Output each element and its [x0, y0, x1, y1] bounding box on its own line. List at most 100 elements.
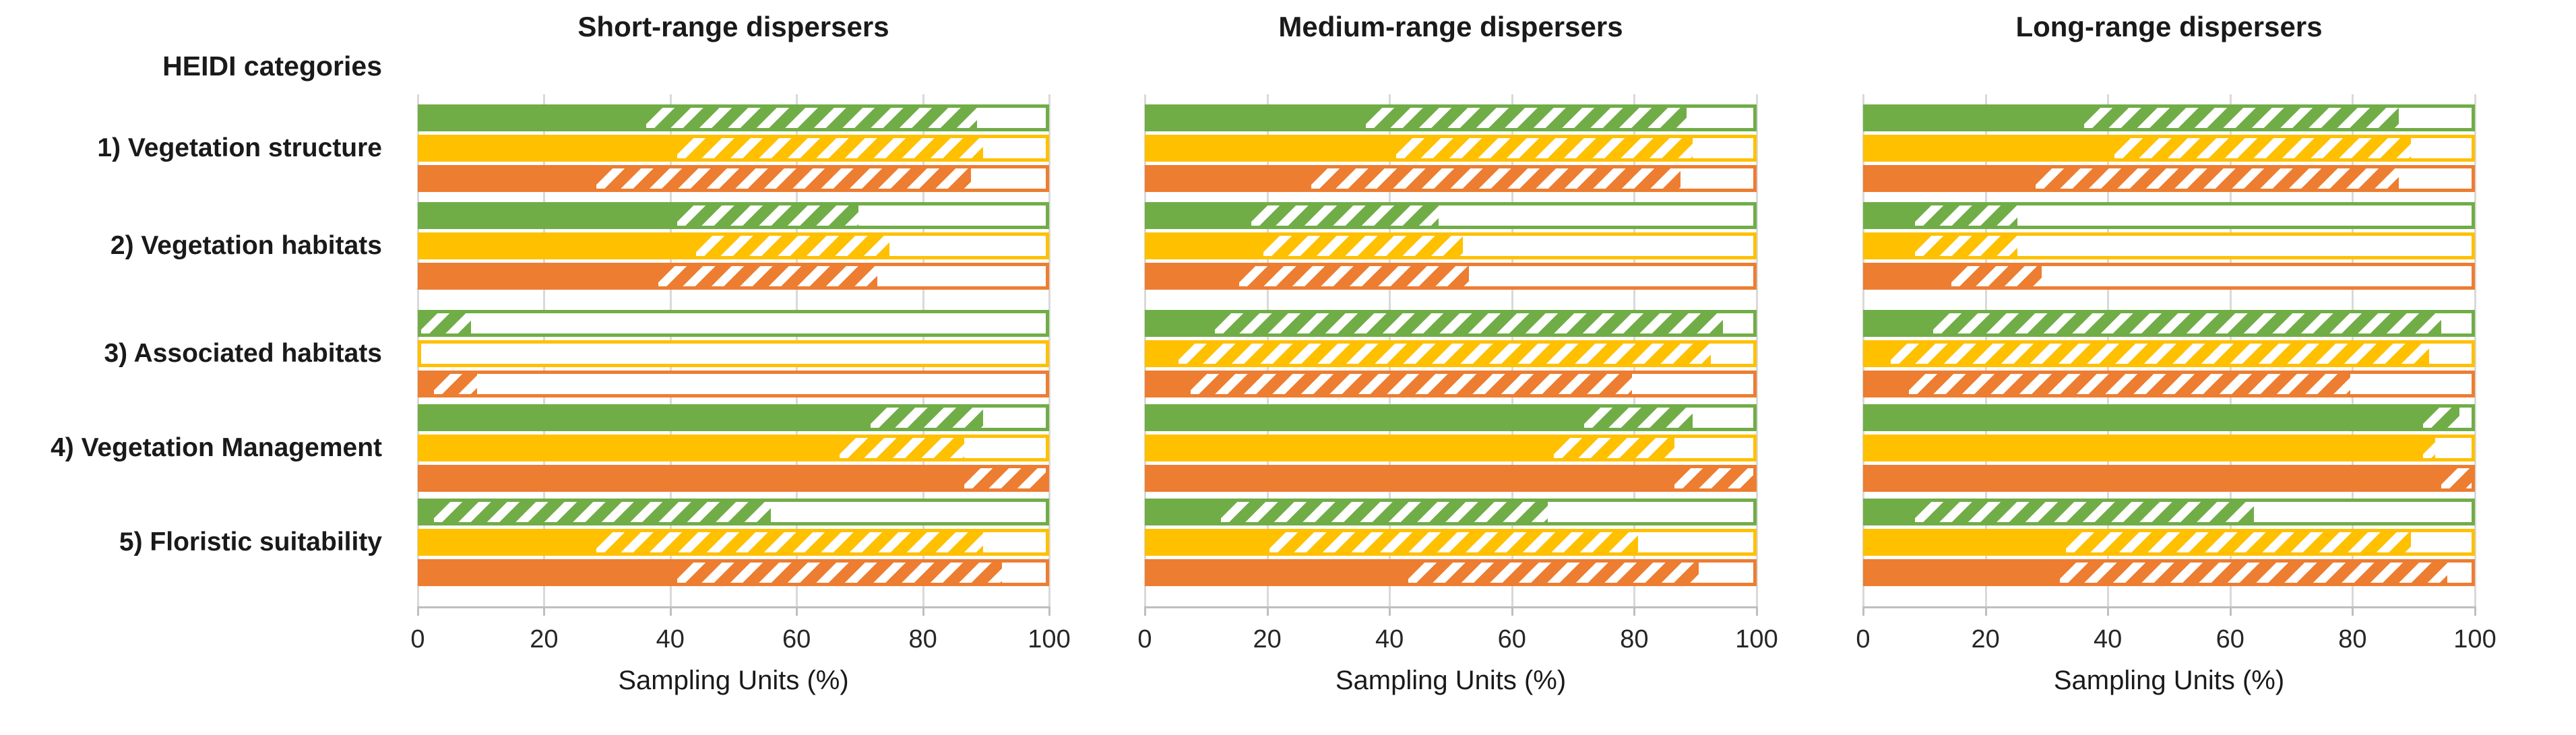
- bar-orange-group3: [1863, 371, 2475, 397]
- bar-segment-empty: [1711, 344, 1753, 364]
- bar-segment-empty: [983, 138, 1046, 158]
- bar-green-group5: [1863, 499, 2475, 525]
- bar-segment-empty: [970, 168, 1046, 189]
- bar-segment-hatch: [1178, 344, 1711, 364]
- bar-segment-hatch: [1914, 205, 2018, 226]
- bar-segment-hatch: [596, 532, 984, 552]
- bar-yellow-group5: [1145, 529, 1757, 556]
- bar-segment-solid: [1866, 374, 1909, 394]
- axis-tickmark-60: [1511, 606, 1513, 616]
- plot-area-long-range: [1862, 94, 2476, 608]
- bar-orange-group2: [1863, 263, 2475, 290]
- bar-segment-solid: [421, 438, 840, 458]
- bar-segment-hatch: [2066, 532, 2412, 552]
- bar-segment-solid: [1148, 205, 1251, 226]
- axis-tick-label-100: 100: [2453, 625, 2496, 653]
- bar-segment-hatch: [1674, 468, 1753, 488]
- bar-segment-hatch: [1914, 236, 2018, 256]
- bar-segment-hatch: [871, 408, 984, 428]
- axis-tick-label-60: 60: [1497, 625, 1526, 653]
- bar-segment-solid: [1148, 438, 1554, 458]
- bar-yellow-group3: [1145, 340, 1757, 367]
- bar-segment-solid: [1866, 138, 2115, 158]
- panel-title-medium-range: Medium-range dispersers: [1278, 11, 1623, 42]
- bar-yellow-group2: [418, 232, 1049, 259]
- axis-tick-label-20: 20: [530, 625, 559, 653]
- panel-title-short-range: Short-range dispersers: [577, 11, 889, 42]
- plot-area-short-range: [417, 94, 1050, 608]
- bar-segment-hatch: [646, 108, 978, 128]
- axis-tick-label-80: 80: [2338, 625, 2367, 653]
- bar-segment-empty: [2441, 313, 2472, 333]
- bar-segment-solid: [421, 408, 871, 428]
- bar-segment-empty: [1693, 138, 1753, 158]
- bar-segment-hatch: [677, 205, 858, 226]
- bar-orange-group1: [418, 165, 1049, 192]
- bar-segment-empty: [858, 205, 1046, 226]
- bar-segment-solid: [1866, 563, 2061, 583]
- axis-tickmark-60: [796, 606, 798, 616]
- bar-orange-group4: [1145, 465, 1757, 492]
- bar-segment-solid: [1866, 468, 2442, 488]
- bar-green-group1: [1863, 104, 2475, 131]
- bar-orange-group4: [1863, 465, 2475, 492]
- category-label-floristic-suitability: 5) Floristic suitability: [119, 528, 382, 556]
- axis-tickmark-80: [922, 606, 924, 616]
- bar-green-group4: [1863, 404, 2475, 431]
- axis-tick-label-0: 0: [410, 625, 425, 653]
- bar-segment-solid: [1148, 344, 1179, 364]
- bar-segment-solid: [421, 168, 596, 189]
- bar-segment-solid: [421, 138, 678, 158]
- bar-segment-solid: [1148, 468, 1675, 488]
- bar-yellow-group5: [418, 529, 1049, 556]
- axis-tickmark-0: [1862, 606, 1864, 616]
- bar-orange-group2: [418, 263, 1049, 290]
- bar-segment-empty: [2253, 502, 2472, 522]
- axis-tick-label-40: 40: [656, 625, 685, 653]
- bar-segment-hatch: [1366, 108, 1687, 128]
- bar-segment-hatch: [1951, 266, 2042, 286]
- bar-segment-hatch: [2114, 138, 2412, 158]
- category-label-vegetation-management: 4) Vegetation Management: [51, 433, 382, 462]
- bar-yellow-group1: [1863, 135, 2475, 162]
- bar-segment-solid: [1866, 313, 1933, 333]
- bar-green-group1: [418, 104, 1049, 131]
- bar-segment-hatch: [1408, 563, 1699, 583]
- bar-green-group5: [418, 499, 1049, 525]
- bar-segment-hatch: [2036, 168, 2399, 189]
- axis-tickmark-20: [1266, 606, 1269, 616]
- axis-tick-label-20: 20: [1253, 625, 1282, 653]
- bar-segment-solid: [421, 502, 434, 522]
- bar-segment-solid: [1148, 108, 1366, 128]
- bar-segment-empty: [2459, 408, 2472, 428]
- bar-orange-group5: [1863, 559, 2475, 586]
- bar-segment-empty: [877, 266, 1046, 286]
- panel-short-range: Short-range dispersers Sampling Units (%…: [410, 0, 1070, 735]
- bar-segment-empty: [2429, 344, 2472, 364]
- axis-tick-label-0: 0: [1137, 625, 1152, 653]
- bar-segment-hatch: [1263, 236, 1463, 256]
- bar-segment-empty: [1699, 563, 1753, 583]
- bar-yellow-group4: [1863, 435, 2475, 461]
- bar-segment-solid: [1148, 236, 1263, 256]
- gridline-100: [1048, 94, 1050, 608]
- bar-yellow-group3: [418, 340, 1049, 367]
- bar-segment-solid: [1866, 108, 2085, 128]
- axis-tick-label-100: 100: [1735, 625, 1778, 653]
- bar-segment-hatch: [421, 313, 472, 333]
- bar-segment-empty: [771, 502, 1046, 522]
- bar-segment-solid: [421, 108, 646, 128]
- panel-medium-range: Medium-range dispersers Sampling Units (…: [1137, 0, 1778, 735]
- bar-green-group2: [418, 202, 1049, 229]
- bar-segment-hatch: [1908, 374, 2351, 394]
- bar-segment-empty: [1002, 563, 1046, 583]
- bar-segment-empty: [1462, 236, 1753, 256]
- bar-segment-empty: [2411, 138, 2472, 158]
- axis-tickmark-80: [2352, 606, 2354, 616]
- bar-segment-hatch: [2441, 468, 2472, 488]
- bar-segment-hatch: [2423, 408, 2460, 428]
- bar-segment-hatch: [1553, 438, 1675, 458]
- bar-segment-hatch: [1220, 502, 1548, 522]
- bar-segment-hatch: [433, 374, 478, 394]
